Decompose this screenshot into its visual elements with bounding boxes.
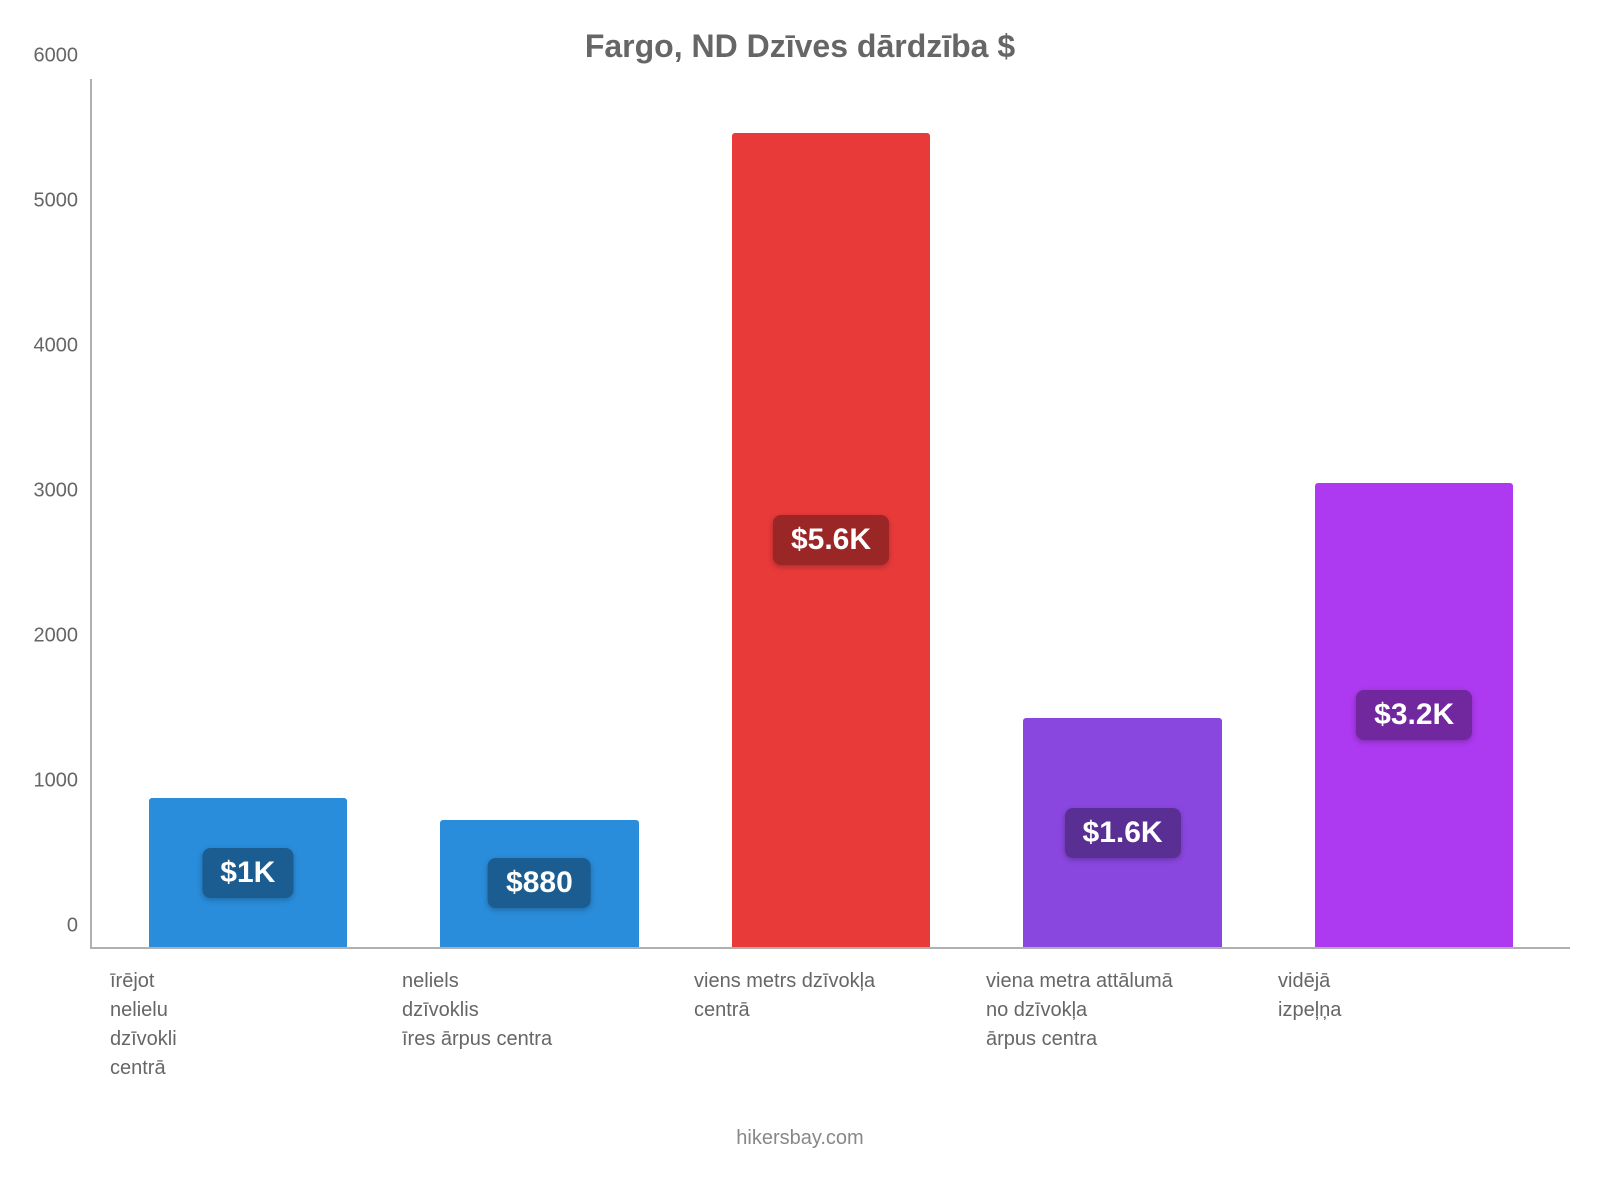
x-axis-label: vidējāizpeļņa bbox=[1268, 949, 1560, 1083]
cost-of-living-bar-chart: Fargo, ND Dzīves dārdzība $ 0 1000 2000 300… bbox=[0, 0, 1600, 1200]
y-tick: 1000 bbox=[34, 770, 79, 793]
plot-area: 0100020003000400050006000 $1K$880$5.6K$1… bbox=[30, 79, 1570, 949]
plot-grid: $1K $880 $5.6K $1.6K $3.2K bbox=[90, 79, 1570, 949]
y-tick: 4000 bbox=[34, 335, 79, 358]
bar: $3.2K bbox=[1315, 483, 1513, 947]
bar-slot: $1K bbox=[102, 79, 394, 947]
x-axis-label: viens metrs dzīvokļacentrā bbox=[684, 949, 976, 1083]
bar-value-label: $1.6K bbox=[1065, 808, 1181, 858]
x-axis-label: viena metra attālumāno dzīvokļaārpus cen… bbox=[976, 949, 1268, 1083]
bars-container: $1K $880 $5.6K $1.6K $3.2K bbox=[92, 79, 1570, 947]
y-tick: 5000 bbox=[34, 190, 79, 213]
y-tick: 0 bbox=[67, 915, 78, 938]
bar-value-label: $5.6K bbox=[773, 515, 889, 565]
bar-slot: $1.6K bbox=[977, 79, 1269, 947]
bar: $1.6K bbox=[1023, 718, 1221, 947]
bar: $880 bbox=[440, 820, 638, 947]
x-axis-labels: īrējotnelieludzīvoklicentrānelielsdzīvok… bbox=[90, 949, 1570, 1083]
bar-value-label: $880 bbox=[488, 858, 591, 908]
y-tick: 6000 bbox=[34, 45, 79, 68]
bar-slot: $5.6K bbox=[685, 79, 977, 947]
chart-title: Fargo, ND Dzīves dārdzība $ bbox=[30, 28, 1570, 65]
bar-slot: $880 bbox=[394, 79, 686, 947]
bar: $5.6K bbox=[732, 133, 930, 947]
y-axis: 0100020003000400050006000 bbox=[30, 79, 90, 949]
bar-value-label: $1K bbox=[202, 848, 293, 898]
bar: $1K bbox=[149, 798, 347, 947]
y-tick: 2000 bbox=[34, 625, 79, 648]
bar-slot: $3.2K bbox=[1268, 79, 1560, 947]
attribution: hikersbay.com bbox=[30, 1127, 1570, 1150]
y-tick: 3000 bbox=[34, 480, 79, 503]
x-axis-label: īrējotnelieludzīvoklicentrā bbox=[100, 949, 392, 1083]
x-axis-label: nelielsdzīvoklisīres ārpus centra bbox=[392, 949, 684, 1083]
bar-value-label: $3.2K bbox=[1356, 690, 1472, 740]
